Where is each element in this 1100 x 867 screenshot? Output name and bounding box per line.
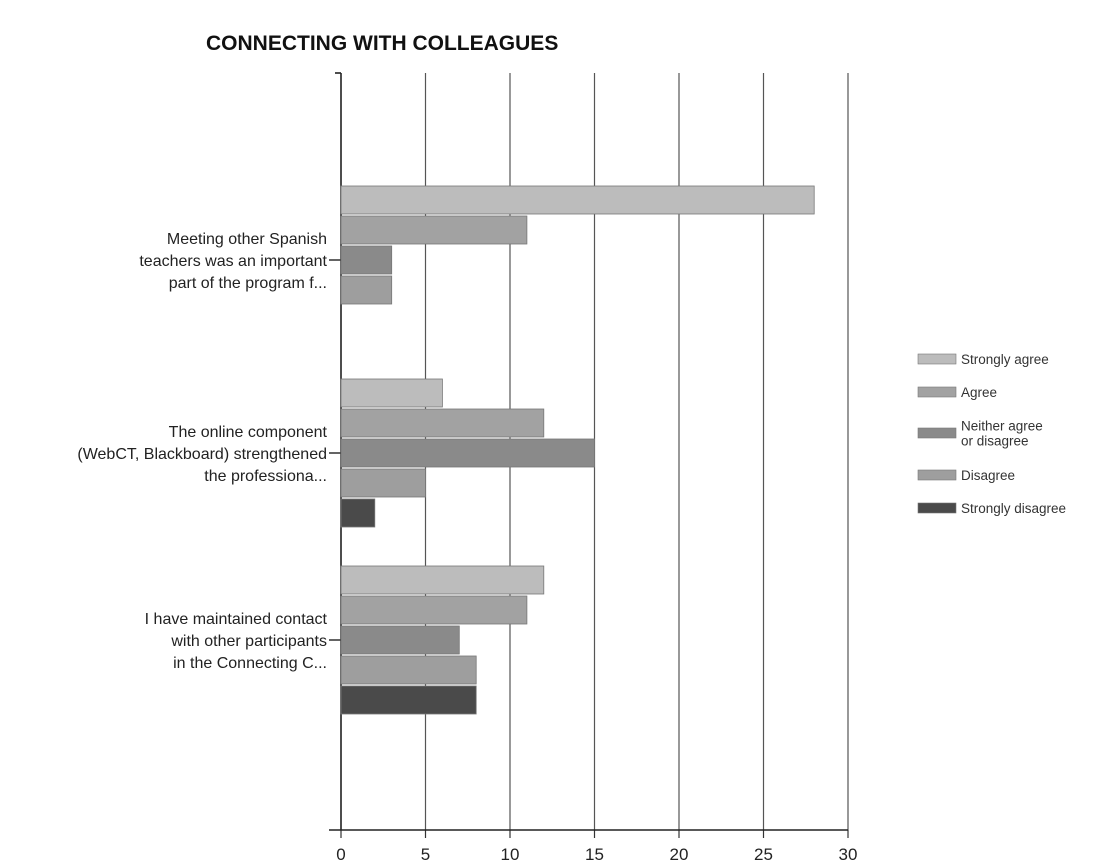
bar — [340, 565, 545, 595]
legend-label: Strongly agree — [961, 352, 1049, 367]
legend-swatch — [917, 386, 957, 398]
legend-swatch — [917, 353, 957, 365]
x-tick-label: 5 — [421, 845, 430, 864]
category-label: Meeting other Spanish — [167, 231, 327, 248]
legend-swatch — [917, 427, 957, 439]
x-tick-label: 10 — [501, 845, 520, 864]
x-tick-label: 20 — [670, 845, 689, 864]
bar — [340, 215, 528, 245]
x-tick-label: 25 — [754, 845, 773, 864]
category-labels: Meeting other Spanish teachers was an imp… — [77, 231, 327, 672]
bar — [340, 438, 595, 468]
bar — [340, 185, 815, 215]
legend-label: Strongly disagree — [961, 501, 1066, 516]
legend-label: Agree — [961, 385, 997, 400]
category-label: the professiona... — [204, 468, 327, 485]
legend-label: Disagree — [961, 468, 1015, 483]
category-label: The online component — [169, 424, 328, 441]
category-label: (WebCT, Blackboard) strengthened — [77, 446, 327, 463]
bar — [340, 498, 376, 528]
bars — [340, 185, 815, 715]
category-label: I have maintained contact — [145, 611, 328, 628]
bar — [340, 408, 545, 438]
bar — [340, 378, 443, 408]
x-tick-label: 15 — [585, 845, 604, 864]
legend-label: or disagree — [961, 434, 1029, 449]
category-label: teachers was an important — [139, 253, 327, 270]
legend-swatch — [917, 469, 957, 481]
x-tick-label: 30 — [839, 845, 858, 864]
bar — [340, 655, 477, 685]
category-label: with other participants — [170, 633, 327, 650]
bar — [340, 245, 393, 275]
category-label: in the Connecting C... — [173, 655, 327, 672]
chart-title: CONNECTING WITH COLLEAGUES — [206, 32, 558, 55]
legend-label: Neither agree — [961, 419, 1043, 434]
bar — [340, 468, 426, 498]
bar — [340, 625, 460, 655]
bar — [340, 595, 528, 625]
bar — [340, 685, 477, 715]
category-label: part of the program f... — [169, 275, 327, 292]
x-tick-label: 0 — [336, 845, 345, 864]
bar — [340, 275, 393, 305]
x-tick-labels: 0 5 10 15 20 25 30 — [336, 845, 857, 864]
legend-swatch — [917, 502, 957, 514]
